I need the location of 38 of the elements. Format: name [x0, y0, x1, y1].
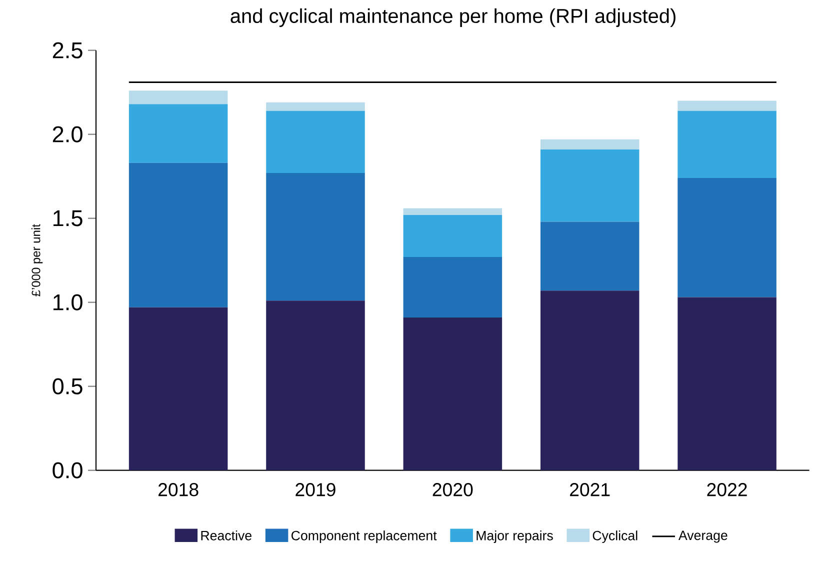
x-tick-label: 2021	[570, 483, 610, 496]
bar	[540, 149, 640, 222]
bar	[128, 162, 228, 308]
bar	[540, 139, 640, 150]
legend-label: Major repairs	[476, 530, 553, 543]
bar	[678, 100, 776, 111]
bar	[128, 307, 228, 470]
y-tick-label: 2.0	[52, 126, 82, 142]
x-tick-label: 2019	[296, 483, 336, 496]
bar	[540, 222, 640, 291]
y-tick-label: 1.5	[54, 210, 82, 226]
x-tick-label: 2022	[707, 483, 747, 496]
bar	[128, 90, 228, 104]
bar	[266, 110, 365, 173]
bar	[128, 104, 228, 163]
legend-label: Component replacement	[292, 530, 437, 543]
y-tick-label: 1.0	[54, 294, 82, 310]
chart-title: and cyclical maintenance per home (RPI adjusted)	[230, 8, 676, 28]
y-axis-title: £’000 per unit	[31, 224, 43, 296]
bar	[266, 172, 365, 301]
x-tick-label: 2018	[158, 483, 198, 496]
bar	[403, 256, 502, 318]
legend-label: Cyclical	[592, 530, 638, 543]
y-tick-label: 2.5	[52, 42, 82, 58]
y-tick-label: 0.0	[52, 462, 82, 478]
bar	[403, 208, 502, 215]
bar	[678, 178, 776, 298]
bar	[403, 214, 502, 257]
bar	[540, 290, 640, 470]
bar	[266, 300, 365, 470]
bar	[678, 297, 776, 470]
legend-label: Reactive	[201, 530, 252, 540]
bar	[403, 317, 502, 470]
bar	[266, 102, 365, 111]
bar	[678, 110, 776, 178]
legend-label: Average	[678, 530, 728, 543]
y-tick-label: 0.5	[52, 378, 82, 394]
x-tick-label: 2020	[432, 483, 473, 496]
